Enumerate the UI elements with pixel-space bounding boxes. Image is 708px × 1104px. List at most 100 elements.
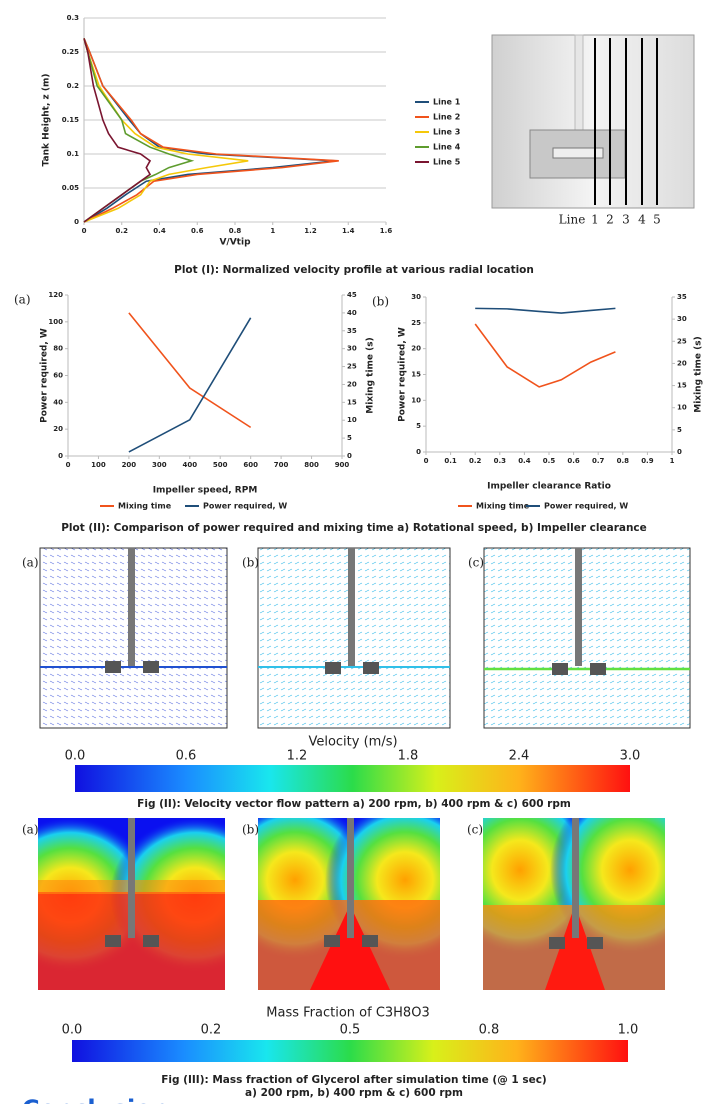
impeller xyxy=(552,147,604,159)
y2-tick-label: 35 xyxy=(347,327,357,335)
y-tick-label: 0.2 xyxy=(67,82,80,90)
x-tick-label: 0 xyxy=(424,457,429,465)
x-tick-label: 200 xyxy=(122,461,137,469)
x-tick-label: 0.9 xyxy=(641,457,654,465)
x-tick-label: 0 xyxy=(82,227,87,235)
x-tick-label: 1.6 xyxy=(380,227,393,235)
panel-label: (a) xyxy=(22,823,39,837)
impeller xyxy=(590,663,606,675)
impeller xyxy=(143,935,159,947)
y2-tick-label: 5 xyxy=(347,434,352,442)
x-tick-label: 0.8 xyxy=(229,227,242,235)
x-tick-label: 1 xyxy=(670,457,675,465)
series-line xyxy=(83,38,152,223)
impeller xyxy=(105,661,121,673)
x-tick-label: 600 xyxy=(243,461,258,469)
y-axis-label: Power required, W xyxy=(398,327,408,422)
x-tick-label: 0.1 xyxy=(444,457,457,465)
colorbar-title: Mass Fraction of C3H8O3 xyxy=(266,1006,429,1021)
y-tick-label: 120 xyxy=(48,291,63,299)
x-axis-label: Impeller speed, RPM xyxy=(153,486,258,496)
panel-label: (a) xyxy=(14,293,31,307)
y-tick-label: 20 xyxy=(411,345,421,353)
caption: Fig (III): Mass fraction of Glycerol aft… xyxy=(161,1074,547,1086)
y-tick-label: 0 xyxy=(74,218,79,226)
colorbar-label: 2.4 xyxy=(509,749,530,764)
y2-tick-label: 0 xyxy=(677,448,682,456)
colorbar-label: 0.6 xyxy=(176,749,197,764)
y-tick-label: 80 xyxy=(53,345,63,353)
legend-label: Mixing time xyxy=(476,502,530,511)
x-tick-label: 0.8 xyxy=(617,457,630,465)
y2-tick-label: 35 xyxy=(677,293,687,301)
y-tick-label: 0.05 xyxy=(62,184,79,192)
y2-tick-label: 0 xyxy=(347,452,352,460)
y-tick-label: 40 xyxy=(53,398,63,406)
tank xyxy=(491,34,695,209)
y2-tick-label: 25 xyxy=(677,337,687,345)
legend-label: Power required, W xyxy=(203,502,287,511)
y-tick-label: 0 xyxy=(416,448,421,456)
x-axis-label: Impeller clearance Ratio xyxy=(487,482,611,492)
colorbar-label: 1.8 xyxy=(398,749,419,764)
y2-tick-label: 30 xyxy=(677,315,687,323)
x-tick-label: 0.5 xyxy=(543,457,556,465)
y2-tick-label: 25 xyxy=(347,363,357,371)
panel-label: (a) xyxy=(22,556,39,570)
legend-label: Line 5 xyxy=(433,158,461,167)
impeller xyxy=(363,662,379,674)
y-axis-label: Tank Height, z (m) xyxy=(42,74,52,167)
impeller xyxy=(324,935,340,947)
line-number: 3 xyxy=(622,213,630,227)
shaft xyxy=(572,818,579,938)
y-tick-label: 0.1 xyxy=(67,150,80,158)
x-tick-label: 1.2 xyxy=(304,227,317,235)
y-tick-label: 0.15 xyxy=(62,116,79,124)
y-tick-label: 0.3 xyxy=(67,14,80,22)
series-line xyxy=(475,307,616,314)
x-tick-label: 800 xyxy=(304,461,319,469)
impeller xyxy=(325,662,341,674)
y-tick-label: 30 xyxy=(411,293,421,301)
colorbar-label: 0.0 xyxy=(65,749,86,764)
colorbar-label: 1.0 xyxy=(618,1023,639,1038)
series-line xyxy=(83,38,249,223)
shaft xyxy=(575,548,582,666)
caption: Fig (II): Velocity vector flow pattern a… xyxy=(137,798,571,810)
y-tick-label: 20 xyxy=(53,425,63,433)
y2-tick-label: 20 xyxy=(347,380,357,388)
y2-tick-label: 15 xyxy=(347,398,357,406)
y2-axis-label: Mixing time (s) xyxy=(366,337,376,414)
y-tick-label: 60 xyxy=(53,372,63,380)
x-tick-label: 0 xyxy=(66,461,71,469)
x-tick-label: 0.7 xyxy=(592,457,605,465)
colorbar-label: 3.0 xyxy=(620,749,641,764)
shaft xyxy=(128,818,135,938)
colorbar xyxy=(72,1040,628,1062)
x-tick-label: 0.2 xyxy=(116,227,129,235)
line-number: 2 xyxy=(606,213,614,227)
x-tick-label: 0.4 xyxy=(153,227,166,235)
vector-panel xyxy=(483,547,691,729)
colorbar-label: 0.5 xyxy=(340,1023,361,1038)
line-number: 4 xyxy=(638,213,646,227)
legend-label: Line 2 xyxy=(433,113,460,122)
caption: Plot (I): Normalized velocity profile at… xyxy=(174,264,534,276)
legend-label: Line 3 xyxy=(433,128,460,137)
schematic: Line 1 2 3 4 5 xyxy=(491,34,695,227)
shaft xyxy=(348,548,355,666)
y-axis-label: Power required, W xyxy=(40,328,50,423)
x-tick-label: 900 xyxy=(335,461,350,469)
y2-tick-label: 30 xyxy=(347,345,357,353)
legend-label: Power required, W xyxy=(544,502,628,511)
impeller xyxy=(362,935,378,947)
x-tick-label: 300 xyxy=(152,461,167,469)
y2-tick-label: 10 xyxy=(677,404,687,412)
colorbar-label: 1.2 xyxy=(287,749,308,764)
x-tick-label: 0.6 xyxy=(567,457,580,465)
y2-tick-label: 10 xyxy=(347,416,357,424)
y-tick-label: 25 xyxy=(411,319,421,327)
y2-tick-label: 15 xyxy=(677,382,687,390)
x-tick-label: 500 xyxy=(213,461,228,469)
y-tick-label: 0 xyxy=(58,452,63,460)
